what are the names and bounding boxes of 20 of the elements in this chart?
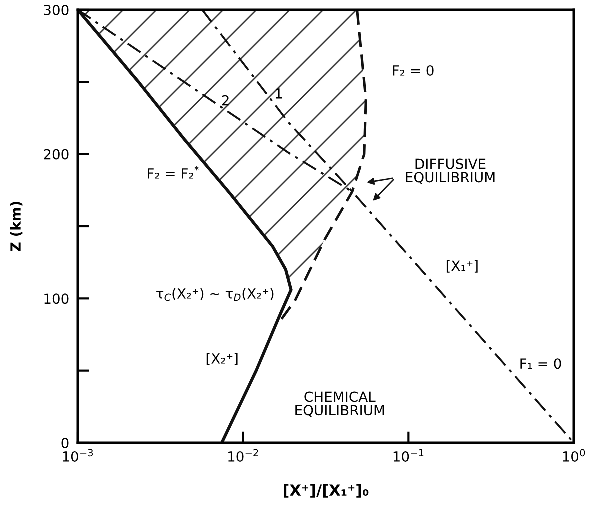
- annotation: F₂ = F₂$^{*}$: [148, 166, 199, 179]
- x-tick-label: 10$^{−2}$: [228, 449, 258, 462]
- x-tick-label: 10$^{0}$: [563, 449, 586, 462]
- annotation: F₁ = 0: [520, 358, 562, 370]
- annotation: CHEMICAL EQUILIBRIUM: [296, 392, 384, 418]
- y-tick-label: 100: [44, 294, 69, 304]
- annotation: 1: [276, 88, 282, 99]
- y-tick-label: 200: [44, 149, 69, 160]
- annotation: 2: [222, 95, 229, 106]
- y-tick-label: 300: [44, 4, 69, 16]
- annotation: [X₁⁺]: [446, 260, 478, 273]
- annotation: F₂ = 0: [393, 65, 434, 76]
- y-tick-label: 0: [62, 438, 69, 448]
- annotation: [X₂⁺]: [206, 353, 238, 366]
- y-axis-title: Z (km): [10, 202, 23, 252]
- annotation: τ$_{C}$(X₂⁺) ~ τ$_{D}$(X₂⁺): [156, 288, 274, 302]
- x-axis-title: [X⁺]/[X₁⁺]₀: [284, 484, 369, 498]
- x-tick-label: 10$^{−1}$: [394, 449, 424, 462]
- annotation: DIFFUSIVE EQUILIBRIUM: [406, 158, 495, 184]
- x-tick-label: 10$^{−3}$: [63, 449, 94, 462]
